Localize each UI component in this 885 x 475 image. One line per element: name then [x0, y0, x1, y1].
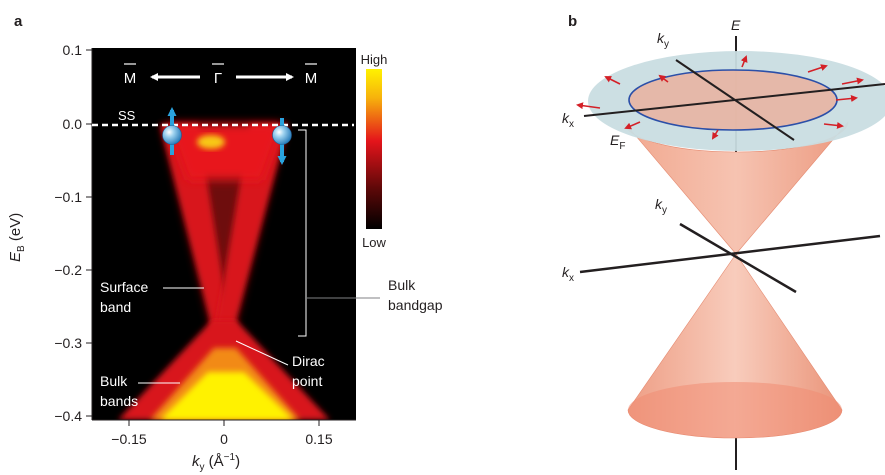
- arpes-map: [92, 48, 356, 420]
- y-tick-label: −0.4: [54, 408, 82, 424]
- ss-label: SS: [118, 108, 136, 123]
- y-tick-label: −0.1: [54, 189, 82, 205]
- y-tick-label: 0.0: [63, 116, 83, 132]
- ky-mid-label: ky: [655, 196, 667, 216]
- bulk-bandgap-label: Bulk bandgap: [388, 277, 443, 313]
- kx-top-label: kx: [562, 110, 574, 130]
- colorbar: [366, 69, 382, 229]
- surface-band-right-branch: [214, 124, 288, 336]
- top-band-region: [168, 124, 282, 180]
- ky-axis-top: [675, 59, 795, 141]
- spin-texture-arrows: [576, 55, 864, 140]
- spin-down-electron: [272, 118, 292, 165]
- panel-b-letter: b: [568, 13, 577, 30]
- spin-up-electron: [162, 107, 182, 155]
- y-axis-label: EB (eV): [7, 213, 27, 262]
- colorbar-high-label: High: [361, 52, 388, 67]
- surface-band-label: Surface band: [100, 279, 148, 315]
- x-tick-label: 0: [220, 431, 228, 447]
- x-axis-label: ky (Å−1): [192, 452, 240, 473]
- lower-cone: [627, 253, 843, 439]
- panel-a-letter: a: [14, 13, 23, 30]
- direction-gamma: Γ: [214, 70, 222, 87]
- y-ticks: [86, 49, 92, 417]
- direction-labels: M Γ M: [124, 63, 318, 87]
- direction-m-left: M: [124, 70, 137, 87]
- dirac-point-label: Dirac point: [292, 353, 325, 389]
- y-tick-labels: 0.1 0.0 −0.1 −0.2 −0.3 −0.4: [54, 42, 82, 424]
- x-tick-label: −0.15: [111, 431, 147, 447]
- colorbar-low-label: Low: [362, 235, 386, 250]
- y-tick-label: −0.3: [54, 335, 82, 351]
- x-tick-labels: −0.15 0 0.15: [111, 431, 333, 447]
- x-ticks: [128, 420, 320, 426]
- fermi-energy-label: EF: [610, 132, 625, 152]
- dirac-pointer: [235, 340, 289, 366]
- y-tick-label: −0.2: [54, 262, 82, 278]
- x-tick-label: 0.15: [305, 431, 332, 447]
- direction-m-right: M: [305, 70, 318, 87]
- bulk-yellow: [160, 372, 294, 420]
- ky-axis-mid: [679, 222, 797, 294]
- y-tick-label: 0.1: [63, 42, 83, 58]
- bulk-bandgap-bracket-inner: [298, 129, 307, 337]
- bright-spot: [197, 135, 225, 149]
- energy-axis-label: E: [731, 17, 741, 33]
- ky-top-label: ky: [657, 30, 669, 50]
- surface-band-left-branch: [160, 124, 232, 336]
- bulk-bands-label: Bulk bands: [100, 373, 138, 409]
- kx-mid-label: kx: [562, 264, 574, 284]
